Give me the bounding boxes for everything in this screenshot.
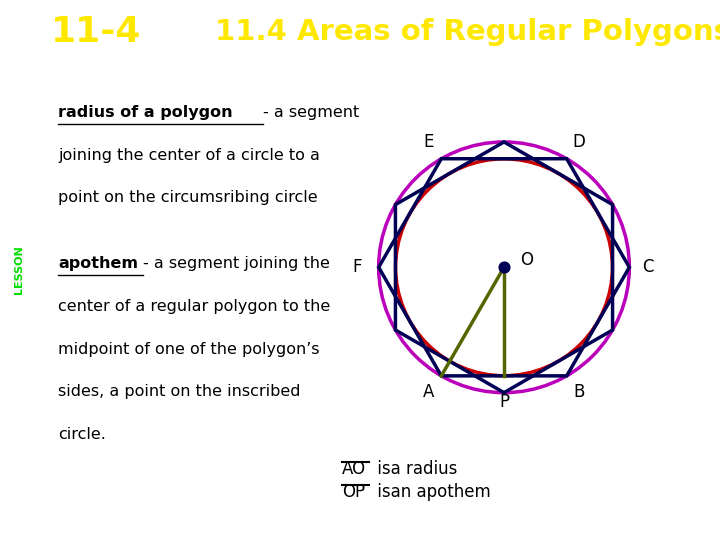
Text: - a segment joining the: - a segment joining the [143, 256, 330, 272]
Text: point on the circumsribing circle: point on the circumsribing circle [58, 191, 318, 205]
Text: F: F [353, 258, 362, 276]
Text: midpoint of one of the polygon’s: midpoint of one of the polygon’s [58, 341, 320, 356]
Text: radius of a polygon: radius of a polygon [58, 105, 233, 120]
Text: C: C [642, 258, 654, 276]
Text: D: D [573, 133, 585, 151]
Text: 11-4: 11-4 [51, 16, 142, 49]
Text: O: O [521, 251, 534, 269]
Text: circle.: circle. [58, 427, 106, 442]
Text: 11.4 Areas of Regular Polygons: 11.4 Areas of Regular Polygons [215, 18, 720, 46]
Text: joining the center of a circle to a: joining the center of a circle to a [58, 148, 320, 163]
Text: LESSON: LESSON [14, 246, 24, 294]
Text: E: E [423, 133, 434, 151]
Text: isa radius: isa radius [372, 460, 458, 478]
Text: center of a regular polygon to the: center of a regular polygon to the [58, 299, 330, 314]
Point [498, 263, 510, 272]
Text: B: B [574, 383, 585, 401]
Text: - a segment: - a segment [263, 105, 359, 120]
Text: AO: AO [342, 460, 366, 478]
Text: OP: OP [342, 483, 365, 501]
Text: A: A [423, 383, 434, 401]
Text: apothem: apothem [58, 256, 138, 272]
Text: sides, a point on the inscribed: sides, a point on the inscribed [58, 384, 300, 399]
Text: P: P [499, 394, 509, 411]
Text: isan apothem: isan apothem [372, 483, 491, 501]
